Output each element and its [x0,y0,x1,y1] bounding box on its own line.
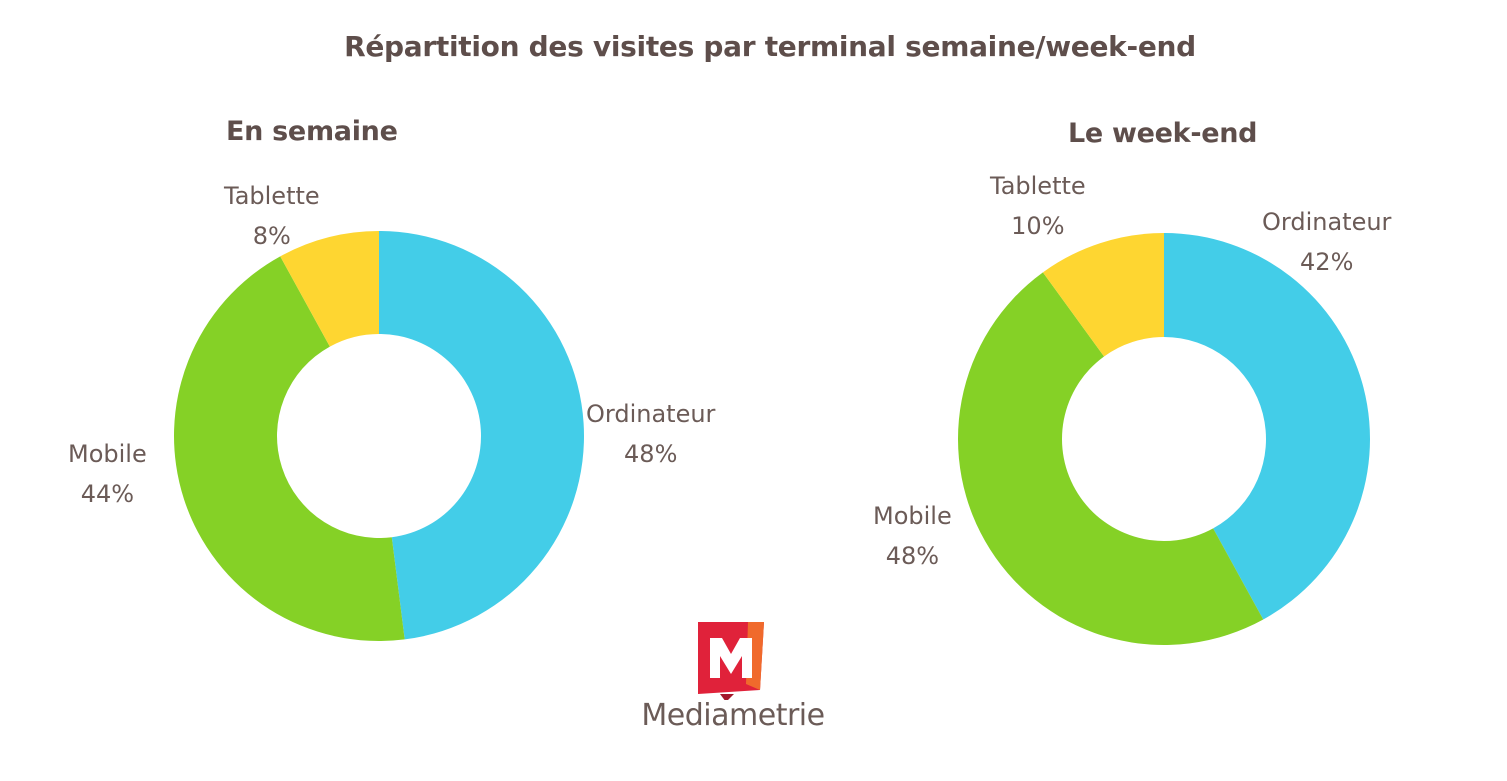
label-weekday-mobile: Mobile 44% [68,434,147,514]
label-value: 48% [885,542,940,570]
label-value: 8% [252,222,291,250]
label-weekend-tablette: Tablette 10% [990,166,1086,246]
label-weekend-ordinateur: Ordinateur 42% [1262,202,1391,282]
slice-ordinateur [1164,233,1370,620]
chart-title-weekend: Le week-end [1068,118,1258,149]
page-title: Répartition des visites par terminal sem… [344,30,1196,63]
label-category: Tablette [990,172,1086,200]
label-category: Mobile [873,502,952,530]
mediametrie-m-icon [698,622,764,702]
label-value: 48% [624,440,678,468]
slice-tablette [280,231,379,347]
label-category: Mobile [68,440,147,468]
label-value: 44% [80,480,135,508]
slice-mobile [958,272,1264,645]
slice-tablette [1042,233,1164,357]
label-weekday-ordinateur: Ordinateur 48% [586,394,715,474]
mediametrie-logo: Mediametrie [628,620,838,740]
label-category: Tablette [224,182,320,210]
label-weekend-mobile: Mobile 48% [873,496,952,576]
label-category: Ordinateur [1262,208,1392,236]
label-category: Ordinateur [586,400,716,428]
label-weekday-tablette: Tablette 8% [224,176,320,256]
label-value: 42% [1300,248,1354,276]
slice-ordinateur [379,231,585,640]
chart-title-weekday: En semaine [226,116,398,147]
label-value: 10% [1011,212,1065,240]
donut-weekend [958,233,1370,645]
slice-mobile [174,256,405,641]
logo-text: Mediametrie [641,698,825,733]
donut-weekday [174,231,585,641]
